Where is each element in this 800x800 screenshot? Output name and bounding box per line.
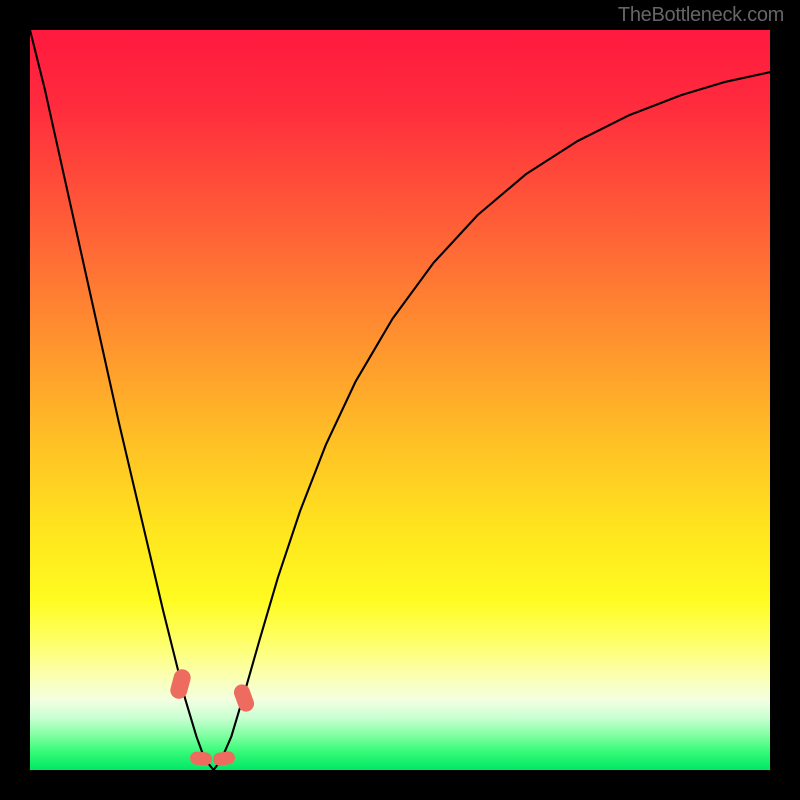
watermark-text: TheBottleneck.com [618, 4, 784, 27]
chart-curve-layer [30, 30, 770, 770]
bottleneck-curve [30, 30, 770, 770]
chart-plot-area [30, 30, 770, 770]
